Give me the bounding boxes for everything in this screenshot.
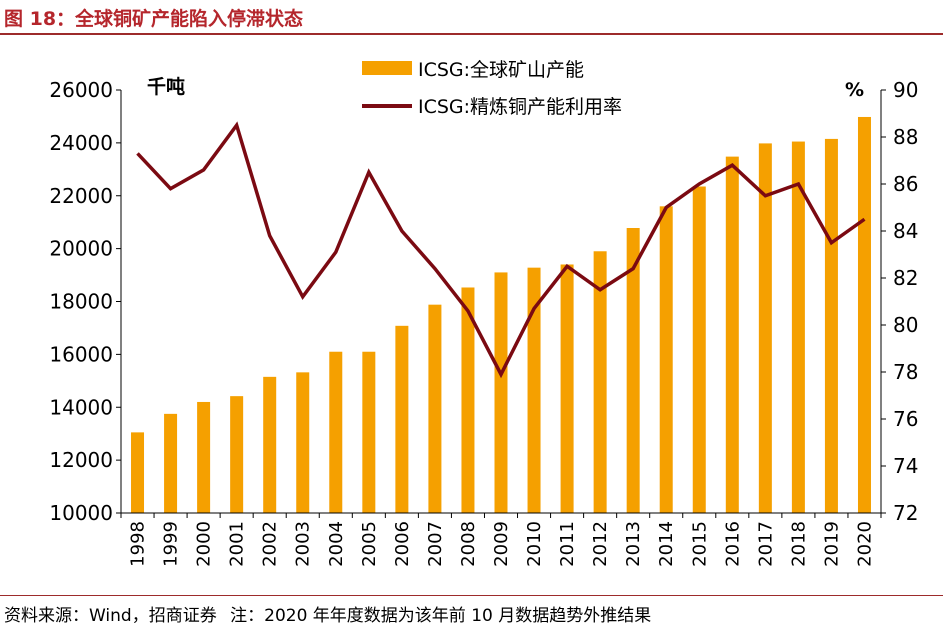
x-tick-label-2020: 2020	[854, 521, 875, 567]
x-tick-label-2005: 2005	[359, 521, 380, 567]
bar-2018	[791, 141, 805, 514]
right-tick-label: 76	[893, 407, 918, 431]
x-tick-label-2012: 2012	[590, 521, 611, 567]
x-tick-label-2003: 2003	[293, 521, 314, 567]
bar-2020	[857, 116, 871, 513]
left-tick-label: 16000	[49, 342, 113, 366]
x-tick-label-2018: 2018	[788, 521, 809, 567]
bar-2011	[560, 264, 574, 513]
left-axis-unit: 千吨	[147, 75, 185, 98]
bar-1999	[164, 413, 178, 513]
footer-divider	[0, 595, 943, 596]
right-tick-label: 86	[893, 172, 918, 196]
x-tick-label-2004: 2004	[326, 521, 347, 567]
left-tick-label: 18000	[49, 290, 113, 314]
figure-footer: 资料来源：Wind，招商证券 注：2020 年年度数据为该年前 10 月数据趋势…	[4, 601, 659, 626]
bar-2017	[758, 143, 772, 513]
bar-2016	[725, 156, 739, 513]
x-tick-label-2015: 2015	[689, 521, 710, 567]
bar-2007	[428, 304, 442, 513]
left-tick-label: 10000	[49, 501, 113, 525]
x-tick-label-2009: 2009	[491, 521, 512, 567]
bar-series	[131, 116, 871, 514]
data-note: 注：2020 年年度数据为该年前 10 月数据趋势外推结果	[230, 606, 652, 626]
x-tick-label-2016: 2016	[722, 521, 743, 567]
left-tick-label: 22000	[49, 184, 113, 208]
bar-2004	[329, 351, 343, 513]
bar-2008	[461, 287, 475, 513]
x-tick-label-2002: 2002	[260, 521, 281, 567]
right-tick-label: 84	[893, 219, 918, 243]
bar-2005	[362, 351, 376, 513]
bar-2003	[296, 372, 310, 513]
x-tick-label-2014: 2014	[656, 521, 677, 567]
left-tick-label: 14000	[49, 395, 113, 419]
right-tick-label: 74	[893, 454, 918, 478]
x-tick-label-2019: 2019	[821, 521, 842, 567]
figure-header: 图 18：全球铜矿产能陷入停滞状态	[0, 0, 943, 35]
right-tick-label: 90	[893, 78, 918, 102]
x-tick-label-2000: 2000	[194, 521, 215, 567]
bar-2013	[626, 228, 640, 513]
bar-2001	[230, 396, 244, 513]
bar-2002	[263, 376, 277, 513]
x-tick-label-2011: 2011	[557, 521, 578, 567]
right-tick-label: 82	[893, 266, 918, 290]
bar-2019	[824, 138, 838, 513]
chart: 10000 12000 14000 16000 18000 20000 22000 24000…	[49, 59, 918, 567]
left-tick-label: 12000	[49, 448, 113, 472]
x-tick-label-1999: 1999	[161, 521, 182, 567]
source-note: 资料来源：Wind，招商证券	[4, 606, 217, 626]
figure-title: 图 18：全球铜矿产能陷入停滞状态	[4, 8, 304, 30]
legend-bar-label: ICSG:全球矿山产能	[418, 59, 584, 81]
bar-2012	[593, 251, 607, 513]
right-tick-label: 72	[893, 501, 918, 525]
right-tick-label: 80	[893, 313, 918, 337]
x-tick-label-2017: 2017	[755, 521, 776, 567]
left-tick-label: 24000	[49, 131, 113, 155]
header-divider	[0, 33, 943, 35]
x-tick-label-2010: 2010	[524, 521, 545, 567]
left-tick-label: 20000	[49, 237, 113, 261]
bar-2000	[197, 401, 211, 513]
x-tick-label-1998: 1998	[128, 521, 149, 567]
legend-bar-swatch	[362, 61, 412, 75]
bar-2006	[395, 325, 409, 513]
axes: 10000 12000 14000 16000 18000 20000 22000 24000…	[49, 75, 918, 567]
x-tick-label-2013: 2013	[623, 521, 644, 567]
x-tick-label-2001: 2001	[227, 521, 248, 567]
right-tick-label: 88	[893, 125, 918, 149]
legend-line-label: ICSG:精炼铜产能利用率	[418, 96, 622, 118]
bar-1998	[131, 432, 145, 513]
right-tick-label: 78	[893, 360, 918, 384]
bar-2014	[659, 206, 673, 513]
legend: ICSG:全球矿山产能 ICSG:精炼铜产能利用率	[362, 59, 622, 118]
right-axis-unit: %	[845, 79, 864, 101]
bar-2010	[527, 267, 541, 513]
bar-2009	[494, 272, 508, 513]
line-series	[136, 121, 866, 379]
x-tick-label-2006: 2006	[392, 521, 413, 567]
left-tick-label: 26000	[49, 78, 113, 102]
bar-2015	[692, 186, 706, 513]
x-tick-label-2008: 2008	[458, 521, 479, 567]
x-tick-label-2007: 2007	[425, 521, 446, 567]
